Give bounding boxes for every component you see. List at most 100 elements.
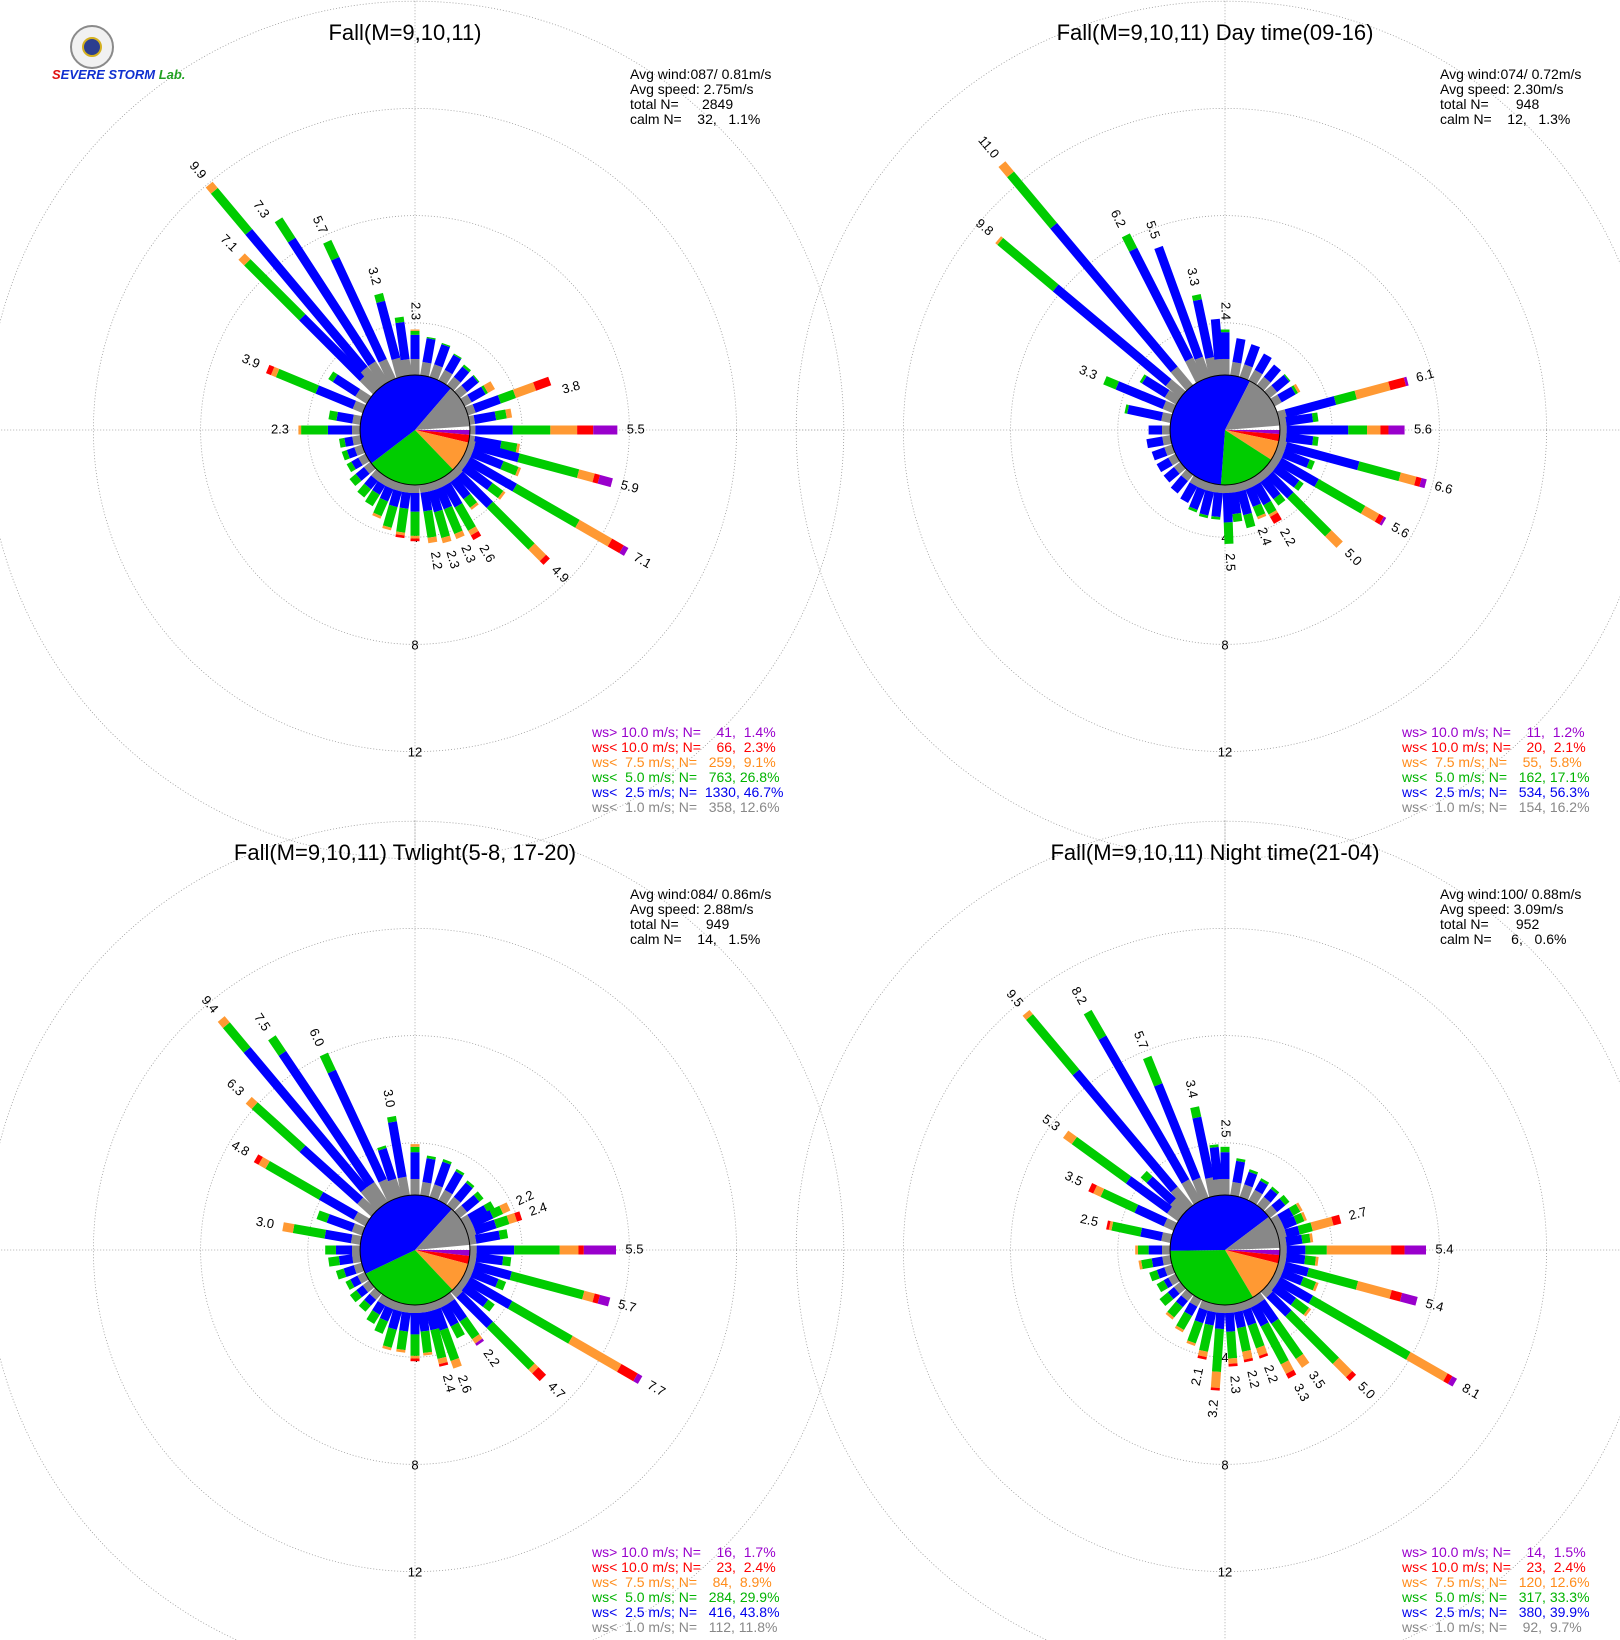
petal-segment-lt2_5 xyxy=(435,486,453,510)
grid-ring xyxy=(1010,215,1440,645)
petal-segment-lt2_5 xyxy=(1211,492,1223,518)
petal-segment-lt10 xyxy=(395,534,405,539)
petal-segment-lt1 xyxy=(400,359,412,377)
petal-segment-lt1 xyxy=(1205,482,1217,493)
petal-segment-lt5 xyxy=(265,1161,324,1200)
petal-segment-lt2_5 xyxy=(1277,1207,1294,1223)
petal-segment-lt1 xyxy=(419,483,430,493)
petal-value-label: 6.3 xyxy=(224,1076,247,1099)
petal-segment-lt1 xyxy=(363,461,376,474)
petal-segment-lt7_5 xyxy=(1398,472,1417,486)
petal-segment-lt2_5 xyxy=(1285,1234,1303,1246)
petal-segment-lt7_5 xyxy=(515,466,522,477)
total-n-text: total N= 949 xyxy=(630,916,730,932)
petal-value-label: 5.7 xyxy=(310,213,331,236)
petal-segment-lt2_5 xyxy=(418,1311,430,1332)
petal-segment-lt2_5 xyxy=(318,1191,359,1220)
petal-segment-lt7_5 xyxy=(437,1356,448,1365)
petal xyxy=(335,1262,365,1280)
petal xyxy=(1242,478,1267,520)
pie-slice xyxy=(415,1250,469,1291)
petal-segment-lt2_5 xyxy=(1286,425,1349,435)
petal-segment-lt5 xyxy=(486,501,535,550)
petal xyxy=(1278,1252,1319,1266)
petal-segment-lt1 xyxy=(1162,425,1171,435)
avg-speed-text: Avg speed: 2.30m/s xyxy=(1440,81,1564,97)
petal-segment-lt5 xyxy=(1279,1194,1290,1206)
petal-segment-lt1 xyxy=(1167,1206,1184,1222)
panel-title: Fall(M=9,10,11) Day time(09-16) xyxy=(1056,20,1374,45)
petal-segment-lt7_5 xyxy=(1210,1371,1221,1388)
petal-segment-lt5 xyxy=(495,1278,507,1291)
petal-segment-lt10 xyxy=(1285,1369,1297,1379)
pie-slice xyxy=(415,1209,470,1250)
petal xyxy=(410,329,420,376)
legend-lt1: ws< 1.0 m/s; N= 112, 11.8% xyxy=(592,1619,778,1635)
petal-segment-lt1 xyxy=(1239,1184,1253,1200)
petal-segment-lt2_5 xyxy=(475,1253,504,1266)
petal-segment-lt2_5 xyxy=(332,374,361,397)
petal-segment-lt2_5 xyxy=(299,1145,364,1205)
total-n-text: total N= 952 xyxy=(1440,916,1540,932)
petal-value-label: 3.3 xyxy=(1291,1381,1313,1404)
petal-segment-gt10 xyxy=(1388,425,1405,435)
petal-segment-lt5 xyxy=(325,1245,336,1255)
petal-segment-lt2_5 xyxy=(1284,1225,1300,1239)
petal-segment-lt2_5 xyxy=(1286,1245,1306,1255)
petal xyxy=(410,1304,420,1362)
petal-segment-lt5 xyxy=(387,1115,397,1123)
petal-segment-lt5 xyxy=(1199,1323,1214,1352)
petal-segment-lt7_5 xyxy=(238,253,251,266)
petal-segment-lt2_5 xyxy=(1271,1283,1297,1306)
petal xyxy=(394,316,412,377)
petal-segment-lt2_5 xyxy=(1285,413,1314,426)
petal-segment-lt7_5 xyxy=(1138,1260,1143,1270)
petal-segment-lt2_5 xyxy=(473,1261,512,1281)
petal-segment-lt2_5 xyxy=(356,1285,369,1298)
petal xyxy=(1210,1304,1226,1391)
petal-segment-lt2_5 xyxy=(1244,1171,1258,1188)
petal-segment-lt2_5 xyxy=(399,491,411,509)
petal xyxy=(438,475,482,541)
petal-segment-lt5 xyxy=(374,1317,389,1334)
legend-lt2_5: ws< 2.5 m/s; N= 534, 56.3% xyxy=(1402,784,1590,800)
petal-segment-lt5 xyxy=(455,1168,465,1176)
petal-value-label: 3.8 xyxy=(560,378,581,397)
petal-segment-lt5 xyxy=(373,497,389,517)
pie-slice xyxy=(1225,1250,1280,1256)
petal-segment-lt2_5 xyxy=(428,489,443,513)
petal xyxy=(217,1016,384,1211)
petal-segment-gt10 xyxy=(597,474,613,488)
petal-segment-lt5 xyxy=(1291,385,1299,395)
petal xyxy=(319,1052,396,1203)
petal-segment-lt1 xyxy=(1162,1245,1171,1255)
petal-segment-lt5 xyxy=(509,1271,585,1300)
petal-segment-gt10 xyxy=(597,1294,611,1307)
petal-segment-lt2_5 xyxy=(1194,1307,1208,1324)
legend-gt10: ws> 10.0 m/s; N= 16, 1.7% xyxy=(592,1544,776,1560)
panel-title: Fall(M=9,10,11) xyxy=(328,20,482,45)
petal-segment-lt5 xyxy=(1297,1222,1313,1235)
legend-lt2_5: ws< 2.5 m/s; N= 416, 43.8% xyxy=(592,1604,780,1620)
petal-segment-lt10 xyxy=(532,1367,547,1382)
petal-segment-lt5 xyxy=(1007,171,1058,229)
petal-value-label: 5.6 xyxy=(1389,519,1412,541)
petal xyxy=(349,1280,375,1303)
petal-segment-lt7_5 xyxy=(468,526,479,536)
petal-segment-lt10 xyxy=(533,376,552,391)
ring-label: 8 xyxy=(1221,1457,1228,1472)
petal-segment-lt2_5 xyxy=(1170,475,1188,494)
petal-segment-lt2_5 xyxy=(472,395,501,413)
petal-segment-lt2_5 xyxy=(1140,1227,1164,1242)
petal-segment-lt7_5 xyxy=(499,1202,511,1214)
petal xyxy=(1163,461,1186,483)
petal-segment-lt1 xyxy=(465,404,476,416)
petal-segment-lt5 xyxy=(1212,1328,1224,1372)
petal-segment-lt7_5 xyxy=(1295,1202,1303,1212)
petal-segment-gt10 xyxy=(475,1338,485,1346)
petal-segment-lt2_5 xyxy=(364,475,378,490)
petal-segment-lt1 xyxy=(378,358,396,383)
petal xyxy=(1279,425,1405,435)
petal-segment-lt5 xyxy=(1259,1178,1270,1185)
